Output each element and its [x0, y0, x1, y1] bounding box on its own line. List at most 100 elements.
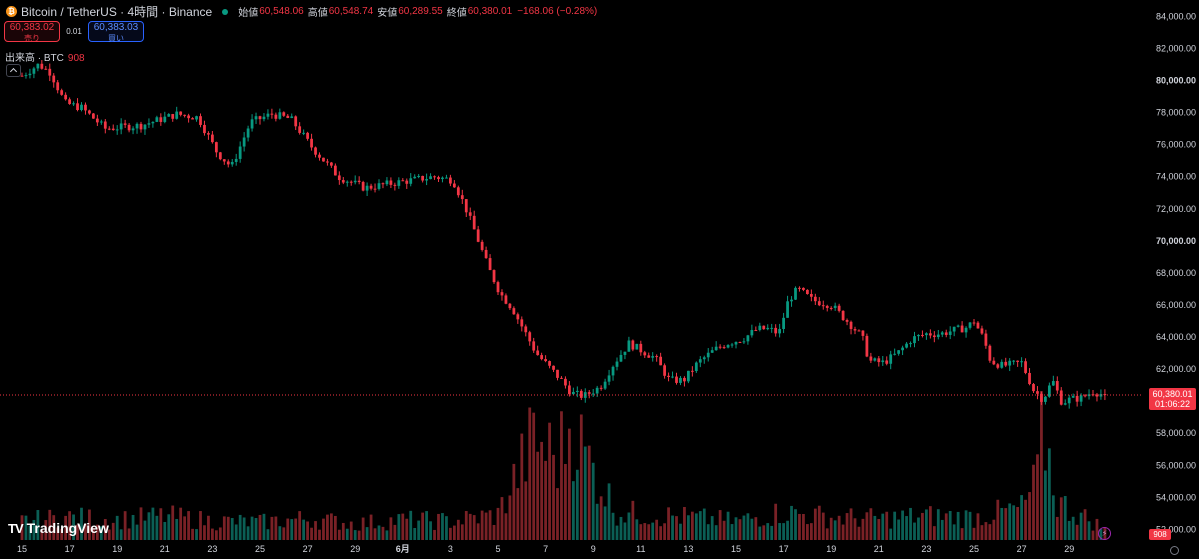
volume-bar: [1008, 503, 1012, 540]
sell-button[interactable]: 60,383.02 売り: [4, 21, 60, 43]
volume-bar: [881, 513, 885, 540]
candle: [314, 146, 317, 158]
tradingview-logo[interactable]: TV TradingView: [8, 520, 109, 536]
candle: [798, 286, 801, 292]
volume-bar: [460, 524, 464, 540]
volume-bar: [683, 507, 686, 540]
volume-bar: [679, 523, 682, 540]
last-price-value: 60,380.01: [1152, 389, 1193, 399]
gear-icon[interactable]: [1170, 546, 1179, 555]
candle: [524, 324, 528, 337]
volume-bar: [770, 525, 774, 540]
volume-bar: [72, 514, 75, 540]
volume-bar: [544, 460, 547, 540]
symbol-title[interactable]: Bitcoin / TetherUS · 4時間 · Binance: [21, 5, 213, 19]
candle: [972, 319, 976, 326]
candle: [750, 324, 754, 338]
candle: [873, 357, 877, 362]
candle: [211, 131, 214, 144]
volume-bar: [667, 507, 670, 540]
candle: [571, 387, 575, 395]
candle: [409, 173, 413, 187]
volume-bar: [80, 507, 83, 540]
candle: [849, 320, 853, 335]
volume-bar: [238, 514, 242, 540]
volume-bar: [1004, 508, 1008, 540]
candles: [20, 60, 1107, 409]
volume-bar: [298, 511, 302, 540]
candle: [738, 341, 742, 344]
last-volume-tag: 908: [1149, 529, 1171, 540]
volume-bar: [409, 510, 413, 540]
candle: [484, 246, 488, 259]
open-label: 始値: [238, 8, 259, 19]
candle: [230, 159, 234, 167]
price-tick-label: 68,000.00: [1156, 268, 1196, 278]
volume-bar: [222, 516, 226, 540]
candle: [234, 153, 238, 166]
volume-bar: [575, 469, 579, 540]
candle: [623, 351, 627, 360]
volume-bar: [516, 488, 520, 540]
price-tick-label: 82,000.00: [1156, 43, 1196, 53]
time-tick-label: 17: [779, 544, 789, 554]
candle: [187, 113, 190, 123]
candle: [520, 316, 524, 332]
volume-bar: [397, 514, 401, 540]
candle: [794, 286, 797, 300]
time-tick-label: 21: [874, 544, 884, 554]
candle: [425, 173, 428, 186]
candle: [679, 376, 682, 386]
time-axis[interactable]: 15 17 19 21 23 25 27 29 6月 3 5 7 9 11 13 15 17 19 21 23 25 27…: [17, 544, 1074, 554]
volume-bar: [528, 407, 532, 540]
volume-bar: [849, 508, 853, 540]
price-axis[interactable]: 84,000.00 82,000.00 80,000.00 78,000.00 76,0…: [1156, 11, 1196, 534]
price-tick-label: 64,000.00: [1156, 332, 1196, 342]
volume-bar: [155, 515, 159, 540]
price-tick-label: 78,000.00: [1156, 108, 1196, 118]
candle: [742, 338, 746, 344]
candle: [330, 161, 333, 168]
volume-bar: [246, 526, 250, 540]
candle: [702, 355, 706, 364]
open-value: 60,548.06: [259, 6, 304, 17]
candle: [1059, 387, 1063, 406]
volume-bar: [345, 528, 349, 540]
volume-bar: [187, 511, 190, 540]
candle: [44, 66, 48, 70]
candle: [901, 345, 904, 356]
volume-bar: [1055, 516, 1059, 540]
volume-bar: [909, 507, 912, 540]
candle: [393, 182, 397, 191]
candle: [151, 121, 155, 128]
volume-bar: [500, 497, 504, 540]
close-label: 終値: [446, 8, 467, 19]
candle: [591, 389, 595, 398]
collapse-chevron-icon[interactable]: [6, 64, 21, 77]
volume-bar: [607, 483, 611, 540]
volume-bar: [579, 414, 583, 540]
volume-bar: [385, 530, 389, 540]
candle: [1083, 394, 1087, 398]
bolt-icon[interactable]: ⚡: [1098, 527, 1111, 540]
candle: [1036, 386, 1039, 400]
high-value: 60,548.74: [328, 6, 374, 17]
buy-button[interactable]: 60,383.03 買い: [88, 21, 144, 43]
candle: [282, 111, 286, 117]
volume-bar: [28, 525, 32, 540]
volume-legend[interactable]: 出来高 · BTC 908: [5, 49, 85, 64]
candle: [270, 108, 274, 119]
volume-bar: [583, 446, 587, 540]
volume-bar: [1016, 507, 1020, 540]
candle: [238, 141, 242, 163]
time-tick-label: 25: [969, 544, 979, 554]
candle: [845, 318, 849, 326]
volume-bar: [571, 481, 575, 540]
volume-bar: [76, 524, 79, 540]
btc-icon: ₿: [6, 6, 17, 17]
volume-bar: [794, 509, 797, 540]
candle: [809, 289, 813, 302]
candle: [119, 118, 123, 135]
candle: [734, 341, 738, 349]
